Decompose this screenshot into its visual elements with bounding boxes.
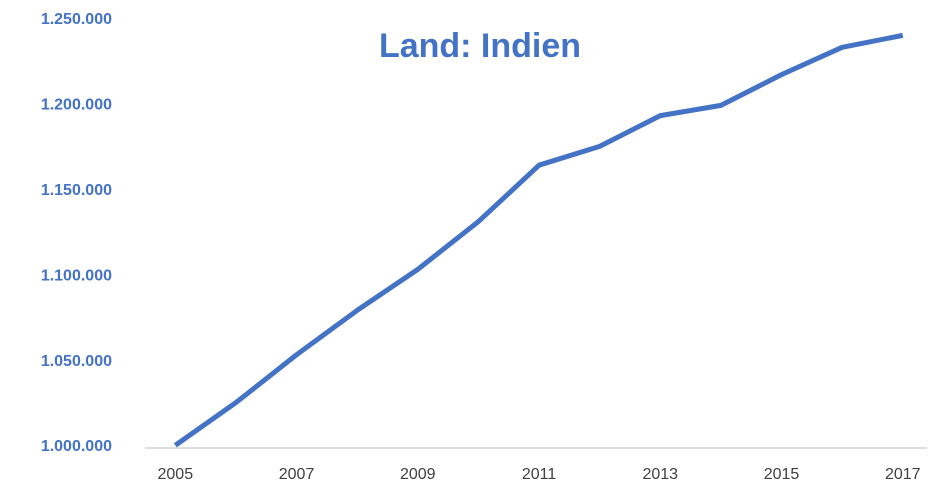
x-tick-label: 2005: [158, 466, 194, 483]
data-line: [173, 32, 904, 448]
y-tick-label: 1.150.000: [41, 182, 112, 199]
x-tick-label: 2011: [522, 466, 557, 483]
x-tick-label: 2007: [279, 466, 315, 483]
y-tick-label: 1.000.000: [41, 438, 112, 455]
x-tick-label: 2013: [642, 466, 678, 483]
y-tick-label: 1.250.000: [41, 11, 112, 28]
x-tick-label: 2015: [764, 466, 800, 483]
y-tick-label: 1.050.000: [41, 353, 112, 370]
x-tick-label: 2017: [885, 466, 921, 483]
chart-title: Land: Indien: [379, 27, 581, 65]
y-tick-label: 1.200.000: [41, 97, 112, 114]
x-tick-label: 2009: [400, 466, 436, 483]
y-tick-label: 1.100.000: [41, 267, 112, 284]
